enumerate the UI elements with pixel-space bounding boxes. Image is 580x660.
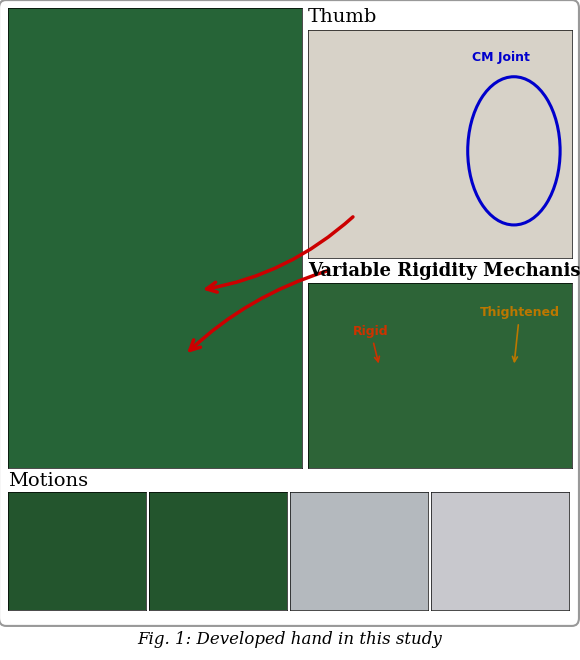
FancyArrowPatch shape [206,217,353,292]
Text: Rigid: Rigid [353,325,389,362]
Text: Thumb: Thumb [308,8,378,26]
Text: CM Joint: CM Joint [472,51,530,64]
Text: Fig. 1: Developed hand in this study: Fig. 1: Developed hand in this study [137,632,443,649]
Text: Thightened: Thightened [480,306,560,362]
FancyArrowPatch shape [190,271,327,350]
Text: Motions: Motions [8,472,88,490]
Text: Variable Rigidity Mechanism: Variable Rigidity Mechanism [308,262,580,280]
